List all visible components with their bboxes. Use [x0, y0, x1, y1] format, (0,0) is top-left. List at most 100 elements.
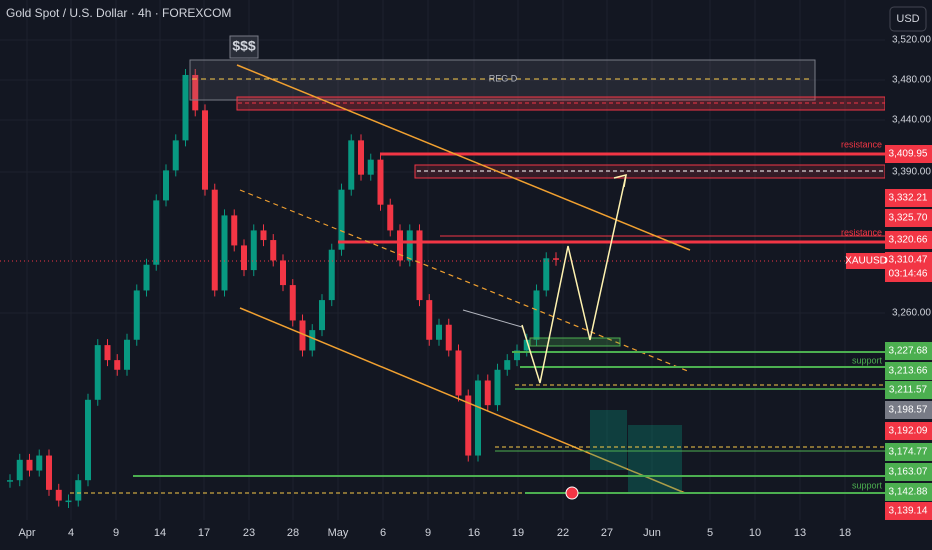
- symbol-name-bg: [846, 253, 885, 269]
- price-tag: 3,192.09: [889, 426, 928, 437]
- price-tag-bg: [885, 362, 932, 380]
- time-label: Apr: [18, 527, 35, 539]
- price-tag-bg: [885, 145, 932, 163]
- candles: [7, 68, 559, 509]
- candle: [250, 230, 257, 271]
- candle: [377, 159, 384, 205]
- candle: [387, 204, 394, 231]
- price-tag-bg: [885, 443, 932, 461]
- symbol-name: XAUUSD: [845, 256, 887, 267]
- top-label: $$$: [232, 38, 256, 54]
- time-label: 18: [839, 527, 851, 539]
- last-price: 3,310.47: [889, 255, 928, 266]
- time-label: 28: [287, 527, 299, 539]
- axis-labels: 3,520.00 3,480.00 3,440.00 3,390.00 3,260.00: [892, 35, 931, 319]
- candle: [221, 215, 228, 291]
- price-tag-bg: [885, 342, 932, 360]
- time-label: 9: [425, 527, 431, 539]
- candle: [533, 290, 540, 340]
- price-tag: 3,332.21: [889, 193, 928, 204]
- candle: [445, 324, 452, 351]
- candle: [260, 230, 267, 241]
- drawings: [0, 59, 886, 500]
- price-tag: 3,409.95: [889, 149, 928, 160]
- time-label: 6: [380, 527, 386, 539]
- target-box-2: [628, 425, 682, 493]
- candle: [211, 189, 218, 291]
- candle: [348, 140, 355, 190]
- price-tag-bg: [885, 189, 932, 207]
- price-tag-bg: [885, 401, 932, 419]
- price-tag: 3,198.57: [889, 405, 928, 416]
- candle: [406, 230, 413, 261]
- time-label: 17: [198, 527, 210, 539]
- time-label: 16: [468, 527, 480, 539]
- candle: [289, 285, 296, 321]
- channel-lower: [239, 307, 686, 494]
- price-tag: 3,325.70: [889, 213, 928, 224]
- candle: [426, 300, 433, 340]
- currency-label[interactable]: USD: [896, 13, 919, 25]
- event-icon[interactable]: [565, 486, 579, 500]
- candle: [7, 480, 13, 482]
- candle: [133, 290, 140, 340]
- price-tag: 3,174.77: [889, 447, 928, 458]
- candle: [367, 159, 374, 175]
- trend-line: [462, 309, 523, 328]
- candle: [309, 330, 316, 351]
- target-box-1: [590, 410, 627, 470]
- price-tags: 3,409.95 3,332.21 3,325.70 3,320.66 3,227.68…: [885, 145, 932, 520]
- time-label: 19: [512, 527, 524, 539]
- candle: [65, 500, 72, 503]
- candle: [455, 350, 462, 396]
- time-label: Jun: [643, 527, 661, 539]
- resistance-label: resistance: [841, 139, 882, 149]
- candle: [182, 74, 189, 141]
- candle: [358, 140, 364, 175]
- price-tag: 3,320.66: [889, 235, 928, 246]
- candle: [16, 459, 23, 481]
- currency-button[interactable]: [889, 6, 927, 32]
- price-label: 3,520.00: [892, 35, 931, 46]
- price-label: 3,390.00: [892, 167, 931, 178]
- price-tag-bg: [885, 231, 932, 249]
- candle: [397, 230, 403, 261]
- candle: [75, 480, 82, 501]
- price-tag: 3,139.14: [889, 506, 928, 517]
- projection-path: [521, 174, 627, 384]
- candle: [465, 395, 472, 456]
- projection-arrow: [613, 173, 627, 188]
- price-tag: 3,227.68: [889, 346, 928, 357]
- candle: [124, 339, 130, 370]
- support-label: support: [852, 355, 883, 365]
- candle: [504, 360, 511, 370]
- candle: [94, 345, 101, 400]
- time-label: 10: [749, 527, 761, 539]
- symbol-tag: [885, 252, 932, 282]
- candle: [523, 339, 530, 351]
- price-tag: 3,163.07: [889, 467, 928, 478]
- candle: [143, 264, 150, 291]
- price-label: 3,480.00: [892, 75, 931, 86]
- time-label: 5: [707, 527, 713, 539]
- price-tag: 3,211.57: [889, 385, 928, 396]
- candle: [104, 345, 111, 361]
- price-tag-bg: [885, 502, 932, 520]
- price-label: 3,440.00: [892, 115, 931, 126]
- resistance-label: resistance: [841, 227, 882, 237]
- time-axis-bg: [0, 520, 885, 550]
- time-label: May: [328, 527, 349, 539]
- candle: [153, 200, 160, 265]
- candle: [475, 380, 481, 456]
- countdown: 03:14:46: [889, 269, 928, 280]
- time-label: 14: [154, 527, 166, 539]
- price-tag: 3,213.66: [889, 366, 928, 377]
- candle: [299, 320, 306, 351]
- candle: [26, 459, 33, 471]
- candle: [416, 230, 423, 301]
- candle: [241, 245, 247, 271]
- price-tag-bg: [885, 381, 932, 399]
- candle: [484, 380, 491, 406]
